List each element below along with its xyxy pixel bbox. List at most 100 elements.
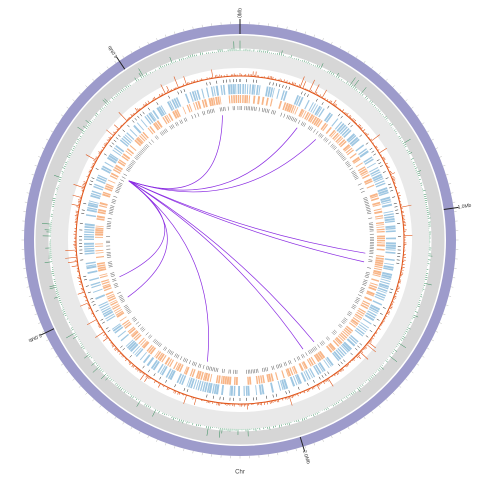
orange-bar xyxy=(400,204,412,208)
green-bar xyxy=(132,396,134,399)
orange-box xyxy=(195,370,200,379)
inner-tick xyxy=(365,204,370,207)
orange-box xyxy=(139,135,146,142)
orange-box xyxy=(209,373,213,382)
green-bar xyxy=(305,61,307,63)
axis-title: Chr xyxy=(235,470,245,476)
blue-box xyxy=(129,128,138,137)
blue-box xyxy=(84,242,95,245)
green-bar xyxy=(63,165,66,167)
inner-tick xyxy=(143,146,148,150)
minor-tick xyxy=(399,92,402,95)
black-tick xyxy=(337,363,341,367)
green-bar xyxy=(397,344,399,346)
inner-tick xyxy=(215,367,217,372)
orange-box xyxy=(101,279,110,283)
inner-tick xyxy=(111,275,116,277)
green-bar xyxy=(61,171,64,173)
green-bar xyxy=(52,199,56,201)
inner-tick xyxy=(121,300,126,303)
green-bar xyxy=(144,74,146,77)
green-bar xyxy=(74,334,77,336)
inner-tick xyxy=(363,279,368,282)
green-bar xyxy=(218,427,221,438)
green-bar xyxy=(361,93,364,96)
blue-box xyxy=(106,315,116,322)
inner-tick xyxy=(280,363,283,368)
minor-tick xyxy=(38,156,41,158)
orange-bar xyxy=(134,107,139,112)
inner-tick xyxy=(139,326,144,330)
inner-tick xyxy=(127,310,131,313)
blue-box xyxy=(332,352,340,362)
blue-box xyxy=(86,208,97,213)
green-bar xyxy=(99,111,102,113)
inner-tick xyxy=(172,124,175,128)
minor-tick xyxy=(448,295,452,297)
orange-box xyxy=(332,339,340,347)
orange-box xyxy=(375,217,384,220)
green-bar xyxy=(408,152,413,155)
blue-box xyxy=(314,364,322,374)
black-tick xyxy=(321,375,324,378)
blue-box xyxy=(88,200,99,204)
orange-box xyxy=(164,115,170,124)
blue-box xyxy=(87,207,98,211)
blue-box xyxy=(220,85,223,96)
orange-bar xyxy=(321,89,327,99)
black-tick xyxy=(212,395,214,399)
orange-box xyxy=(313,117,320,126)
blue-box xyxy=(255,385,258,396)
blue-box xyxy=(251,84,255,95)
minor-tick xyxy=(442,313,446,315)
minor-tick xyxy=(313,34,315,38)
orange-box xyxy=(270,373,274,382)
minor-tick xyxy=(147,435,149,439)
minor-tick xyxy=(41,331,45,333)
major-tick xyxy=(116,56,126,70)
black-tick xyxy=(315,98,318,102)
green-bar xyxy=(186,421,188,424)
green-bar xyxy=(385,117,388,120)
green-bar xyxy=(329,70,331,74)
blue-box xyxy=(377,187,388,193)
green-bar xyxy=(115,382,117,385)
blue-box xyxy=(229,385,231,396)
orange-box xyxy=(111,303,119,308)
orange-bar xyxy=(103,337,109,342)
orange-box xyxy=(191,369,196,378)
inner-tick xyxy=(309,349,312,354)
link xyxy=(128,127,298,191)
black-tick xyxy=(365,142,369,145)
inner-tick xyxy=(170,125,174,129)
orange-box xyxy=(169,359,174,368)
blue-box xyxy=(381,203,393,208)
inner-tick xyxy=(368,217,373,219)
orange-box xyxy=(257,375,261,384)
blue-box xyxy=(84,231,95,234)
inner-tick xyxy=(126,308,130,312)
inner-tick xyxy=(188,360,191,365)
green-bar xyxy=(167,63,169,66)
orange-bar xyxy=(157,383,161,388)
minor-tick xyxy=(304,445,306,449)
green-bar xyxy=(120,89,123,93)
inner-tick xyxy=(362,284,367,286)
orange-box xyxy=(335,336,343,344)
green-bar xyxy=(145,72,148,76)
blue-box xyxy=(339,126,348,135)
orange-bar xyxy=(183,76,187,86)
orange-box xyxy=(162,116,168,125)
orange-box xyxy=(351,318,359,325)
green-bar xyxy=(358,386,361,389)
blue-box xyxy=(360,322,370,329)
orange-box xyxy=(158,353,165,362)
inner-tick xyxy=(211,108,213,113)
inner-tick xyxy=(206,365,208,370)
blue-box xyxy=(167,101,174,111)
green-bar xyxy=(67,156,70,158)
inner-tick xyxy=(346,313,351,317)
green-bar xyxy=(175,60,177,63)
orange-box xyxy=(286,368,292,377)
green-bar xyxy=(413,314,419,318)
